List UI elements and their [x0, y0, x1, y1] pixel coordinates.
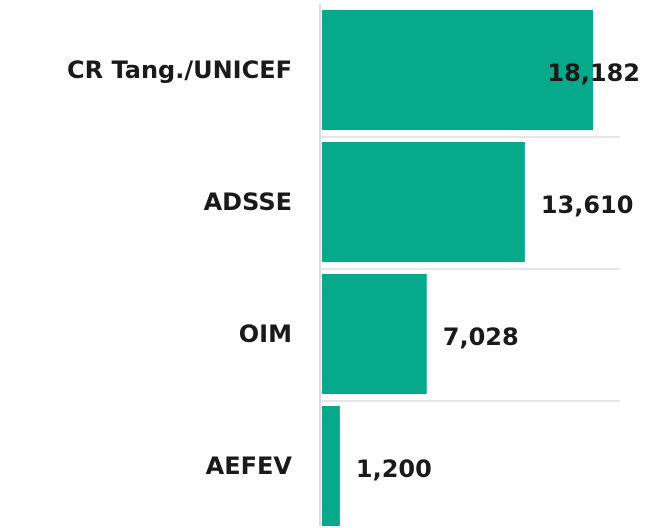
category-label: OIM — [239, 320, 292, 348]
bar — [322, 274, 427, 394]
value-label: 7,028 — [443, 323, 519, 351]
bar — [322, 10, 593, 130]
category-label: CR Tang./UNICEF — [67, 56, 292, 84]
category-label: ADSSE — [204, 188, 292, 216]
value-label: 18,182 — [547, 59, 640, 87]
bar — [322, 142, 525, 262]
value-label: 1,200 — [356, 455, 432, 483]
value-label: 13,610 — [541, 191, 634, 219]
category-label: AEFEV — [206, 452, 293, 480]
bar — [322, 406, 340, 526]
